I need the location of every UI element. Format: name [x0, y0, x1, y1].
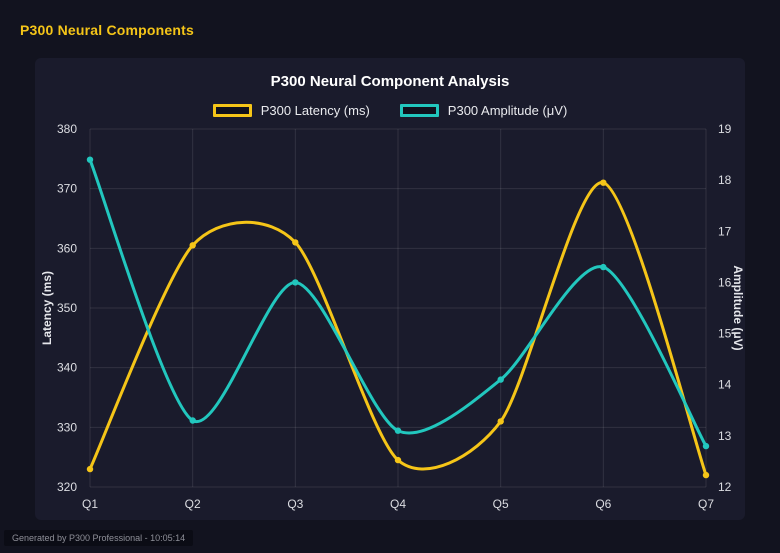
- left-tick-label: 340: [57, 361, 77, 375]
- right-tick-label: 14: [718, 378, 732, 392]
- left-tick-label: 370: [57, 182, 77, 196]
- chart-title: P300 Neural Component Analysis: [270, 73, 510, 90]
- page-title: P300 Neural Components: [20, 22, 194, 38]
- data-point: [702, 471, 710, 479]
- right-tick-label: 18: [718, 173, 732, 187]
- data-point: [292, 239, 299, 246]
- data-point: [292, 279, 299, 286]
- data-point: [702, 442, 710, 450]
- right-tick-label: 17: [718, 224, 732, 238]
- x-tick-label: Q1: [82, 497, 98, 511]
- data-point: [497, 376, 504, 383]
- x-tick-label: Q3: [287, 497, 303, 511]
- right-tick-label: 12: [718, 480, 732, 494]
- chart-panel: P300 Neural Component Analysis P300 Late…: [35, 58, 745, 520]
- left-tick-label: 320: [57, 480, 77, 494]
- chart-canvas[interactable]: 320 330 340 350 360 370 380 12 13 14 15 16 17 18 19 Q1 Q…: [35, 58, 745, 520]
- left-axis-title: Latency (ms): [40, 271, 54, 345]
- right-tick-label: 19: [718, 122, 732, 136]
- left-tick-label: 350: [57, 301, 77, 315]
- data-point: [394, 427, 402, 434]
- left-tick-label: 330: [57, 420, 77, 434]
- legend-item-amplitude[interactable]: P300 Amplitude (μV): [399, 103, 568, 118]
- left-tick-label: 360: [57, 241, 77, 255]
- right-tick-label: 16: [718, 275, 732, 289]
- legend-swatch: [212, 104, 252, 117]
- data-point: [600, 179, 607, 186]
- data-point: [86, 156, 94, 163]
- legend-label: P300 Latency (ms): [260, 103, 370, 118]
- x-tick-label: Q6: [595, 497, 611, 511]
- right-tick-label: 15: [718, 327, 732, 341]
- right-tick-label: 13: [718, 429, 732, 443]
- left-tick-label: 380: [57, 122, 77, 136]
- x-tick-label: Q5: [493, 497, 509, 511]
- data-point: [600, 263, 607, 271]
- data-point: [86, 465, 94, 473]
- x-tick-label: Q4: [390, 497, 406, 511]
- data-point: [497, 418, 504, 425]
- x-tick-label: Q2: [185, 497, 201, 511]
- legend-swatch: [399, 104, 439, 117]
- data-point: [394, 456, 402, 464]
- x-tick-label: Q7: [698, 497, 714, 511]
- right-axis-title: Amplitude (μV): [731, 265, 745, 350]
- watermark-text: Generated by P300 Professional - 10:05:1…: [4, 530, 194, 546]
- chart-legend: P300 Latency (ms) P300 Amplitude (μV): [35, 103, 745, 118]
- legend-item-latency[interactable]: P300 Latency (ms): [212, 103, 370, 118]
- data-point: [189, 417, 196, 424]
- legend-label: P300 Amplitude (μV): [447, 103, 568, 118]
- data-point: [189, 242, 196, 249]
